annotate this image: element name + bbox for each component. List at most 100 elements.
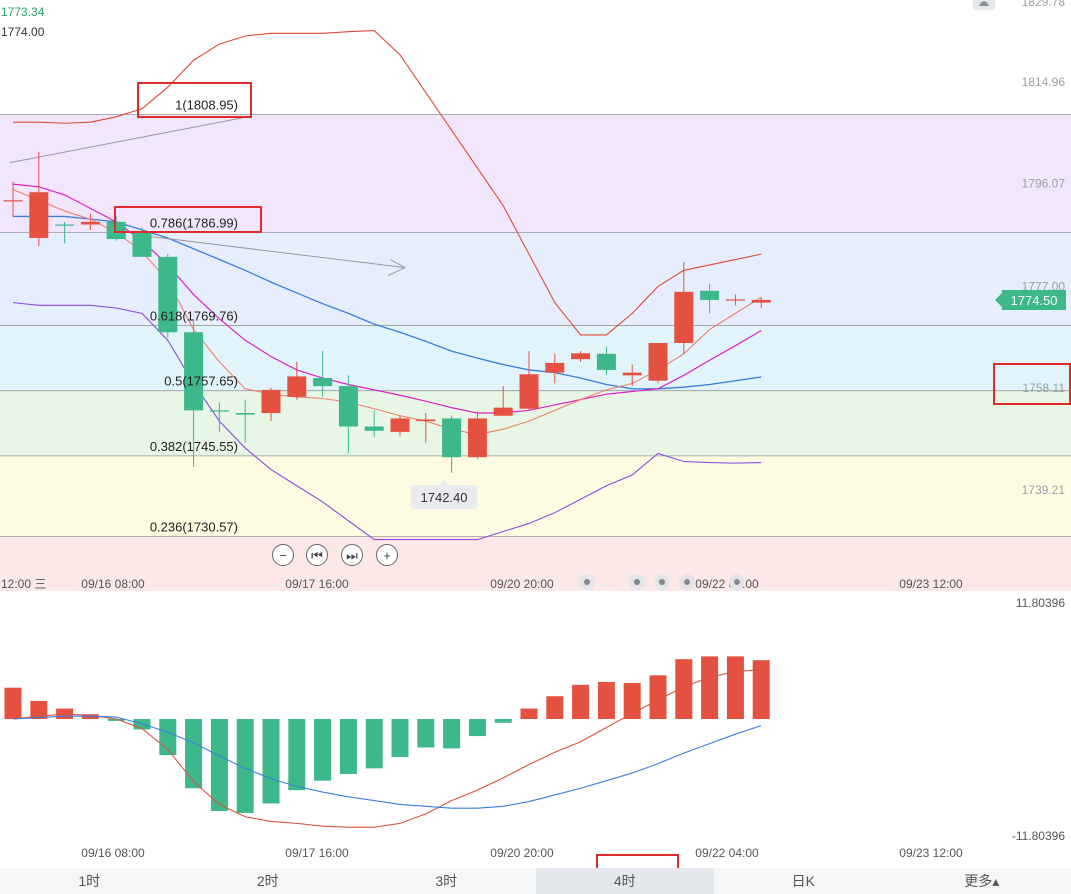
tab-daily[interactable]: 日K <box>791 873 815 889</box>
fib-label-0.618: 0.618(1769.76) <box>150 308 238 323</box>
candle-12 <box>313 351 333 397</box>
x-tick-2: 09/17 16:00 <box>285 577 349 591</box>
candle-22 <box>571 351 591 362</box>
candle-17 <box>442 415 462 473</box>
candle-6 <box>158 254 178 338</box>
candle-19 <box>493 386 513 416</box>
candle-body-14 <box>364 426 384 431</box>
tab-3h[interactable]: 3时 <box>435 873 458 889</box>
candle-body-16 <box>416 419 436 422</box>
candle-27 <box>700 283 720 314</box>
fibonacci-labels: 1(1808.95) 0.786(1786.99) 0.618(1769.76) 0.… <box>150 97 238 534</box>
candle-body-2 <box>55 224 75 226</box>
trend-arrow-2 <box>139 234 406 269</box>
candle-body-18 <box>467 418 487 458</box>
candle-20 <box>519 351 539 411</box>
bell-icon[interactable] <box>973 0 995 10</box>
candle-28 <box>725 294 745 306</box>
candle-body-23 <box>596 353 616 370</box>
candle-11 <box>287 361 307 400</box>
macd-bar-29 <box>752 660 770 719</box>
candle-2 <box>55 221 75 244</box>
price-axis: 1829.78 1814.96 1796.07 1777.00 1758.11 1739.… <box>1022 0 1066 497</box>
candle-body-20 <box>519 374 539 409</box>
candle-body-9 <box>235 413 255 415</box>
candle-body-28 <box>725 299 745 301</box>
candle-13 <box>338 375 358 454</box>
candle-15 <box>390 415 410 436</box>
period-tab-bar: 1时 2时 3时 4时 日K 更多▴ <box>0 868 1071 894</box>
candle-24 <box>622 364 642 387</box>
macd-bar-20 <box>520 708 538 719</box>
candle-body-3 <box>80 221 100 225</box>
scroll-right-button[interactable]: ⏭ <box>341 544 363 566</box>
macd-axis-top: 11.80396 <box>1016 596 1065 610</box>
candle-body-7 <box>184 332 204 411</box>
candle-body-1 <box>29 192 49 238</box>
candle-body-10 <box>261 389 281 414</box>
current-label: 1774.00 <box>1 25 45 39</box>
macd-bar-14 <box>365 719 383 769</box>
zoom-out-button[interactable]: − <box>272 544 294 566</box>
macd-x-tick-2: 09/17 16:00 <box>285 846 349 860</box>
macd-bar-23 <box>597 681 615 719</box>
macd-bar-0 <box>4 687 22 719</box>
macd-bar-9 <box>236 719 254 813</box>
macd-bar-25 <box>649 675 667 719</box>
low-marker: 1742.40 <box>411 479 477 509</box>
price-tick-1: 1814.96 <box>1022 75 1066 89</box>
candle-body-19 <box>493 407 513 416</box>
price-tick-3: 1777.00 <box>1022 279 1066 293</box>
tab-2h[interactable]: 2时 <box>256 873 279 889</box>
fib-label-0.382: 0.382(1745.55) <box>150 439 238 454</box>
candle-7 <box>184 318 204 467</box>
tab-more[interactable]: 更多▴ <box>964 873 1000 889</box>
candle-4 <box>106 216 126 241</box>
trend-arrows <box>9 116 407 277</box>
candle-body-17 <box>442 418 462 458</box>
macd-dea-line <box>12 715 762 809</box>
price-tick-4: 1758.11 <box>1023 381 1066 395</box>
candle-3 <box>80 213 100 230</box>
fib-band-4 <box>0 455 1071 537</box>
scroll-left-button[interactable]: ⏮ <box>306 544 328 566</box>
candle-1 <box>29 151 49 247</box>
tab-1h[interactable]: 1时 <box>78 873 101 889</box>
bollinger-middle-line <box>13 215 762 390</box>
candle-body-29 <box>751 299 771 303</box>
price-tick-0: 1829.78 <box>1022 0 1066 9</box>
timeline-dots[interactable] <box>579 574 745 590</box>
x-tick-3: 09/20 20:00 <box>490 577 554 591</box>
macd-bar-27 <box>701 656 719 719</box>
macd-bar-22 <box>572 684 590 719</box>
high-label: 1773.34 <box>1 5 45 19</box>
zoom-in-button[interactable]: + <box>376 544 398 566</box>
macd-x-tick-5: 09/23 12:00 <box>899 846 963 860</box>
trend-arrow-1 <box>9 116 249 164</box>
tab-4h[interactable]: 4时 <box>535 868 714 894</box>
x-tick-4: 09/22 04:00 <box>695 577 759 591</box>
macd-bar-12 <box>314 719 332 781</box>
fib-label-0.786: 0.786(1786.99) <box>150 216 238 231</box>
macd-x-tick-1: 09/16 08:00 <box>81 846 145 860</box>
macd-x-tick-4: 09/22 04:00 <box>695 846 759 860</box>
candle-9 <box>235 399 255 443</box>
fib-label-0.236: 0.236(1730.57) <box>150 520 238 535</box>
candle-body-8 <box>209 410 229 412</box>
fib-label-0.5: 0.5(1757.65) <box>164 374 238 389</box>
bollinger-lower-line <box>12 302 762 541</box>
x-tick-5: 09/23 12:00 <box>899 577 963 591</box>
macd-bar-8 <box>210 719 228 812</box>
trend-arrow-2-head <box>387 259 407 277</box>
candle-body-24 <box>622 372 642 376</box>
macd-bar-17 <box>443 719 461 749</box>
candle-29 <box>751 297 771 309</box>
macd-bar-21 <box>546 696 564 719</box>
macd-bar-13 <box>339 719 357 775</box>
macd-bar-11 <box>288 719 306 791</box>
candle-body-25 <box>648 343 668 381</box>
macd-bar-4 <box>107 719 125 721</box>
candle-body-4 <box>106 221 126 240</box>
candle-body-11 <box>287 376 307 397</box>
macd-bar-16 <box>417 719 435 748</box>
